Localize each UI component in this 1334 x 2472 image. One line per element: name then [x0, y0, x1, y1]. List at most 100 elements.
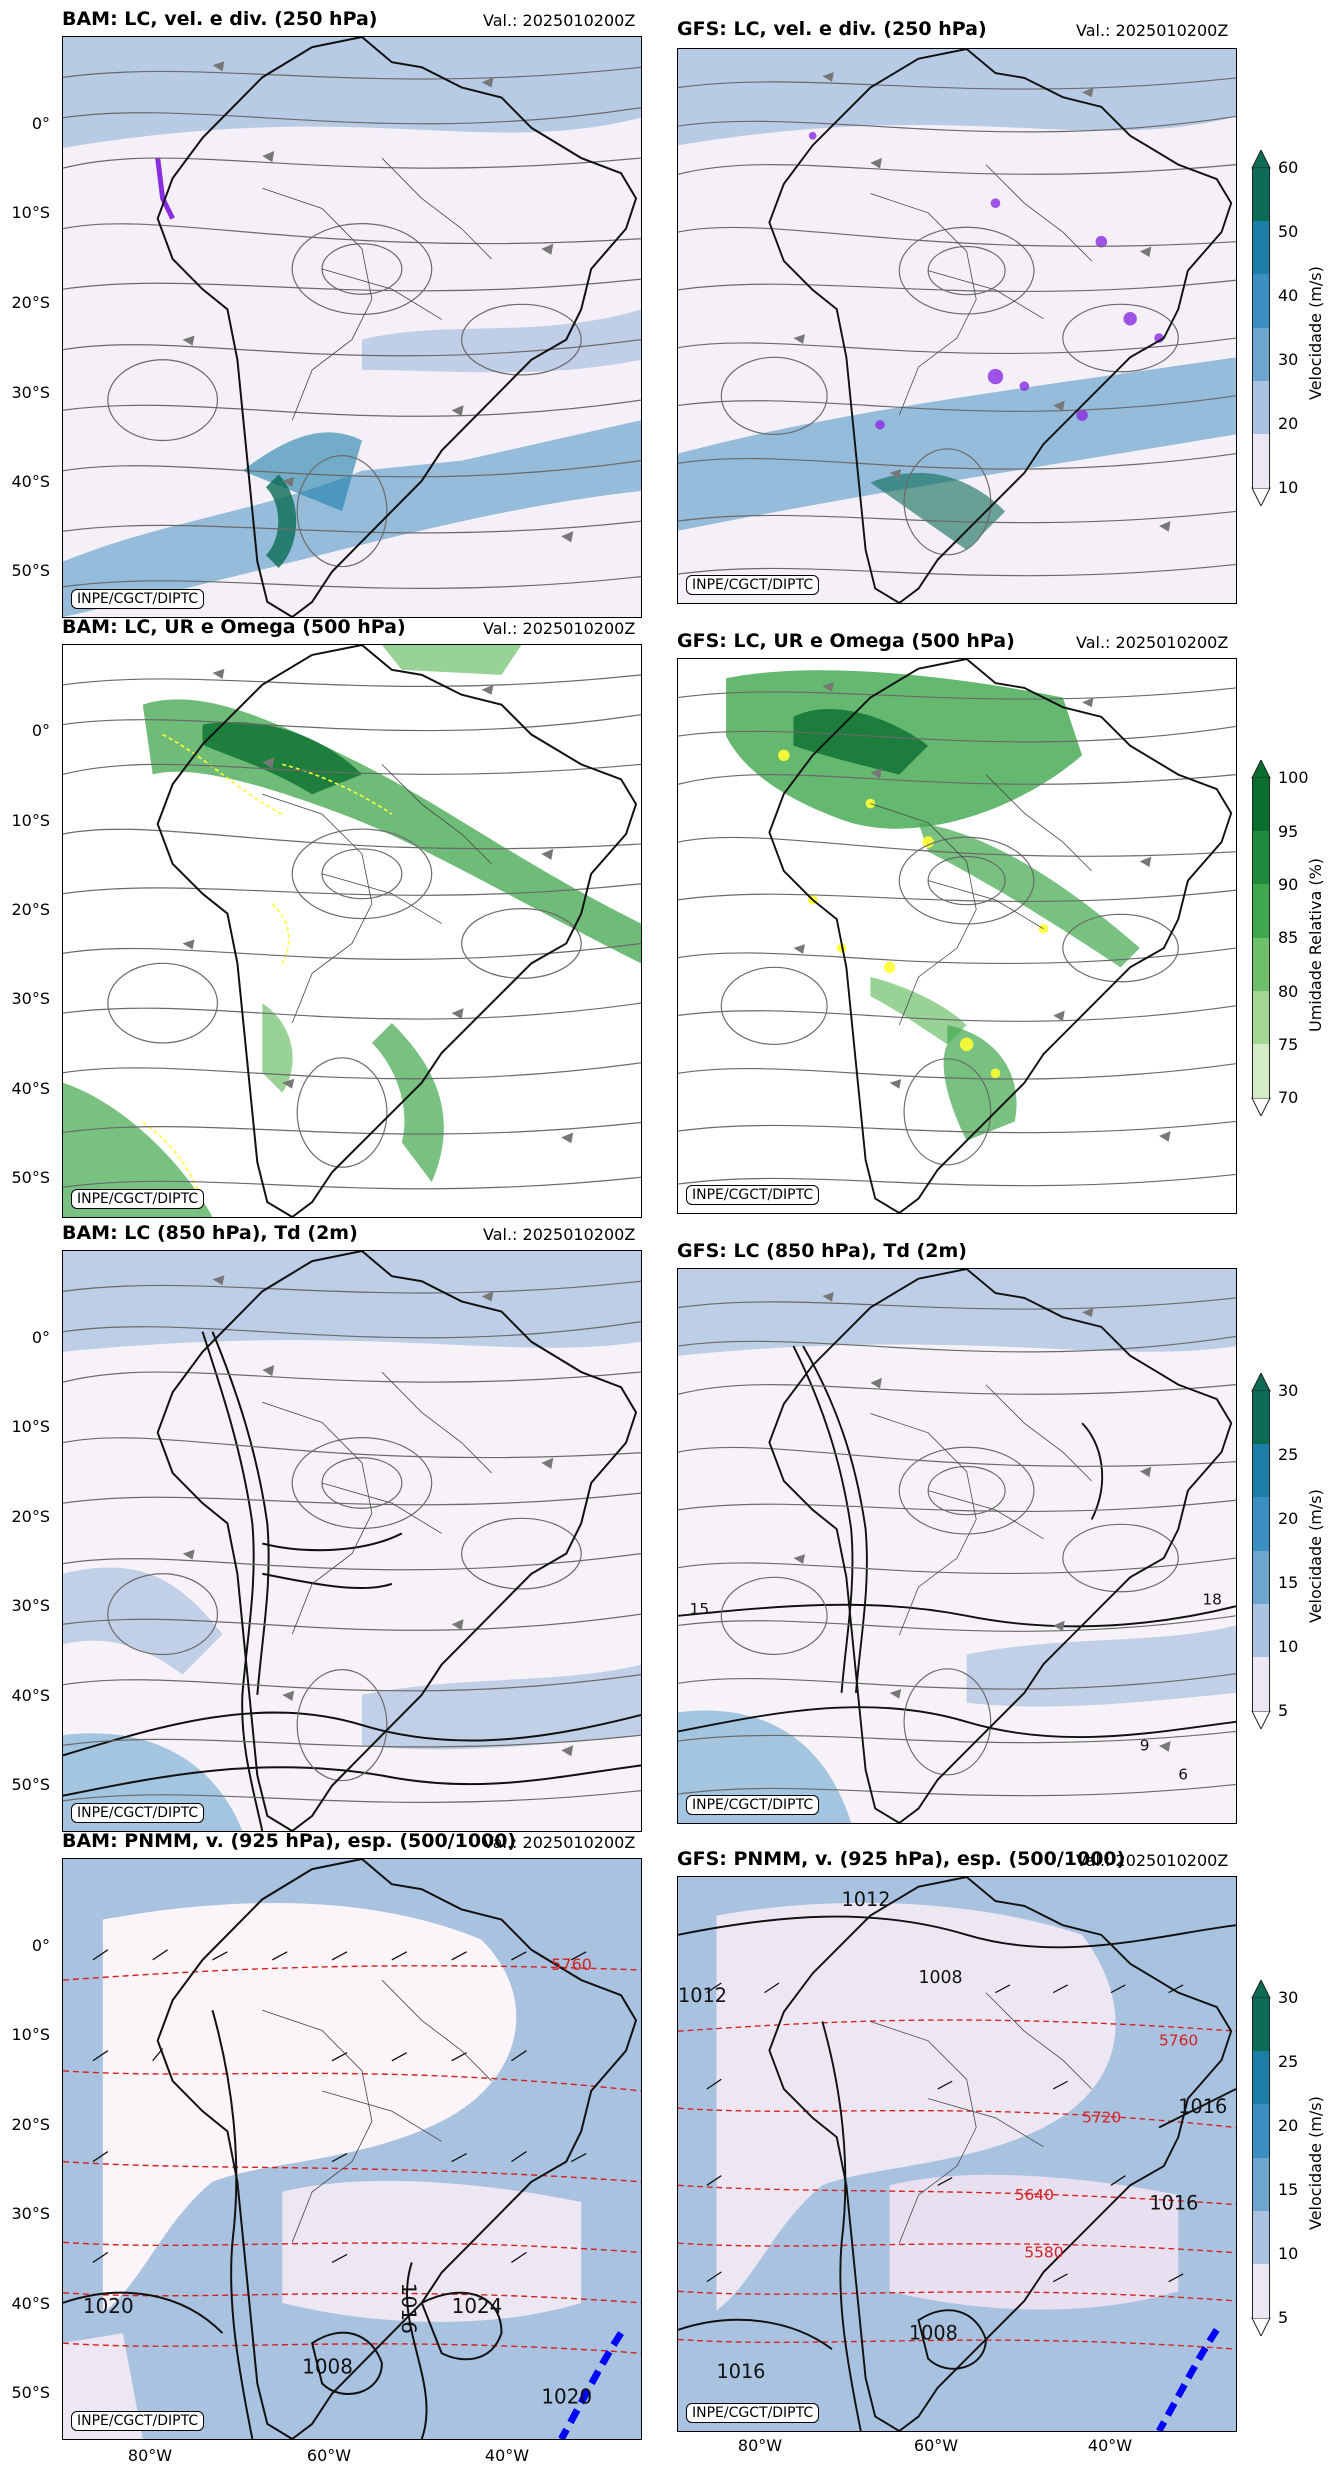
cb-tick: 20 — [1278, 1509, 1299, 1528]
contour-label: 15 — [690, 1600, 710, 1618]
panel-title-gfs925: GFS: PNMM, v. (925 hPa), esp. (500/1000) — [677, 1848, 1126, 1870]
map-bam500: INPE/CGCT/DIPTC — [62, 644, 642, 1218]
lat-label: 0° — [31, 1936, 50, 1955]
panel-title-bam925: BAM: PNMM, v. (925 hPa), esp. (500/1000) — [62, 1830, 517, 1852]
panel-valid-bam500: Val.: 2025010200Z — [483, 619, 636, 638]
map-gfs925: 1012 1012 1008 1016 1016 1008 1016 5760 … — [677, 1876, 1237, 2432]
map-gfs500: INPE/CGCT/DIPTC — [677, 658, 1237, 1214]
lon-label: 60°W — [913, 2436, 959, 2455]
contour-label: 6 — [1178, 1766, 1188, 1784]
cb-tick: 30 — [1278, 1988, 1299, 2007]
cb-tick: 10 — [1278, 1637, 1299, 1656]
cb-tick: 30 — [1278, 350, 1299, 369]
contour-label: 1020 — [541, 2385, 592, 2409]
lat-label: 50°S — [11, 1168, 50, 1187]
panel-valid-gfs250: Val.: 2025010200Z — [1076, 21, 1229, 40]
lat-label: 0° — [31, 721, 50, 740]
lon-label: 40°W — [1087, 2436, 1133, 2455]
lat-label: 0° — [31, 1328, 50, 1347]
cb-tick: 40 — [1278, 286, 1299, 305]
lat-label: 10°S — [11, 2025, 50, 2044]
panel-valid-bam850: Val.: 2025010200Z — [483, 1225, 636, 1244]
panel-title-bam250: BAM: LC, vel. e div. (250 hPa) — [62, 8, 378, 30]
cb-tick: 95 — [1278, 822, 1299, 841]
contour-label: 5640 — [1015, 2186, 1054, 2204]
cb-tick: 5 — [1278, 1701, 1289, 1720]
panel-title-gfs500: GFS: LC, UR e Omega (500 hPa) — [677, 630, 1015, 652]
lat-label: 50°S — [11, 561, 50, 580]
cb-tick: 25 — [1278, 2052, 1299, 2071]
contour-label: 5580 — [1024, 2244, 1063, 2262]
lat-label: 40°S — [11, 1686, 50, 1705]
lat-label: 40°S — [11, 472, 50, 491]
credit-label: INPE/CGCT/DIPTC — [686, 1795, 820, 1815]
map-gfs250: INPE/CGCT/DIPTC — [677, 48, 1237, 604]
map-gfs850: 15 18 9 6 INPE/CGCT/DIPTC — [677, 1268, 1237, 1824]
cb-tick: 25 — [1278, 1445, 1299, 1464]
cb-tick: 15 — [1278, 2180, 1299, 2199]
panel-title-gfs850: GFS: LC (850 hPa), Td (2m) — [677, 1240, 967, 1262]
colorbar-label: Velocidade (m/s) — [1306, 2096, 1325, 2230]
contour-label: 1016 — [716, 2360, 765, 2383]
cb-tick: 10 — [1278, 478, 1299, 497]
cb-tick: 80 — [1278, 982, 1299, 1001]
cb-tick: 10 — [1278, 2244, 1299, 2263]
map-bam925: 1020 1008 1016 1024 1020 5760 INPE/CGCT/… — [62, 1858, 642, 2440]
lat-label: 20°S — [11, 293, 50, 312]
lon-label: 80°W — [737, 2436, 783, 2455]
contour-label: 1008 — [919, 1968, 963, 1988]
cb-tick: 60 — [1278, 158, 1299, 177]
lat-label: 30°S — [11, 1596, 50, 1615]
colorbar-label: Velocidade (m/s) — [1306, 266, 1325, 400]
colorbar-label: Umidade Relativa (%) — [1306, 857, 1325, 1032]
credit-label: INPE/CGCT/DIPTC — [71, 1803, 205, 1823]
credit-label: INPE/CGCT/DIPTC — [686, 1185, 820, 1205]
contour-label: 1016 — [1149, 2191, 1198, 2214]
lat-label: 30°S — [11, 989, 50, 1008]
cb-tick: 75 — [1278, 1035, 1299, 1054]
contour-label: 5760 — [1159, 2032, 1198, 2050]
contour-label: 5720 — [1082, 2109, 1121, 2127]
contour-label: 1016 — [397, 2283, 421, 2334]
contour-label: 1012 — [678, 1984, 727, 2007]
credit-label: INPE/CGCT/DIPTC — [71, 2411, 205, 2431]
lat-label: 10°S — [11, 203, 50, 222]
credit-label: INPE/CGCT/DIPTC — [686, 2403, 820, 2423]
lat-label: 20°S — [11, 1507, 50, 1526]
credit-label: INPE/CGCT/DIPTC — [686, 575, 820, 595]
panel-title-bam500: BAM: LC, UR e Omega (500 hPa) — [62, 616, 406, 638]
lat-label: 50°S — [11, 2383, 50, 2402]
credit-label: INPE/CGCT/DIPTC — [71, 1189, 205, 1209]
lon-label: 80°W — [127, 2446, 173, 2465]
cb-tick: 85 — [1278, 928, 1299, 947]
lon-label: 60°W — [306, 2446, 352, 2465]
contour-label: 9 — [1140, 1737, 1150, 1755]
cb-tick: 50 — [1278, 222, 1299, 241]
lat-label: 30°S — [11, 383, 50, 402]
map-bam850: INPE/CGCT/DIPTC — [62, 1250, 642, 1832]
lat-label: 0° — [31, 114, 50, 133]
cb-tick: 5 — [1278, 2308, 1289, 2327]
cb-tick: 20 — [1278, 2116, 1299, 2135]
panel-valid-bam250: Val.: 2025010200Z — [483, 11, 636, 30]
contour-label: 1008 — [909, 2321, 958, 2344]
map-bam250: INPE/CGCT/DIPTC — [62, 36, 642, 618]
panel-title-gfs250: GFS: LC, vel. e div. (250 hPa) — [677, 18, 987, 40]
credit-label: INPE/CGCT/DIPTC — [71, 589, 205, 609]
contour-label: 1012 — [842, 1888, 891, 1911]
panel-valid-gfs925: Val.: 2025010200Z — [1076, 1851, 1229, 1870]
contour-label: 1020 — [83, 2294, 134, 2318]
lat-label: 40°S — [11, 1079, 50, 1098]
contour-label: 18 — [1202, 1590, 1222, 1608]
contour-label: 1016 — [1178, 2095, 1227, 2118]
cb-tick: 100 — [1278, 768, 1309, 787]
lat-label: 20°S — [11, 900, 50, 919]
colorbar-label: Velocidade (m/s) — [1306, 1489, 1325, 1623]
panel-title-bam850: BAM: LC (850 hPa), Td (2m) — [62, 1222, 358, 1244]
lat-label: 10°S — [11, 811, 50, 830]
lat-label: 20°S — [11, 2115, 50, 2134]
panel-valid-gfs500: Val.: 2025010200Z — [1076, 633, 1229, 652]
lat-label: 30°S — [11, 2204, 50, 2223]
lat-label: 40°S — [11, 2294, 50, 2313]
contour-label: 1008 — [302, 2354, 353, 2378]
